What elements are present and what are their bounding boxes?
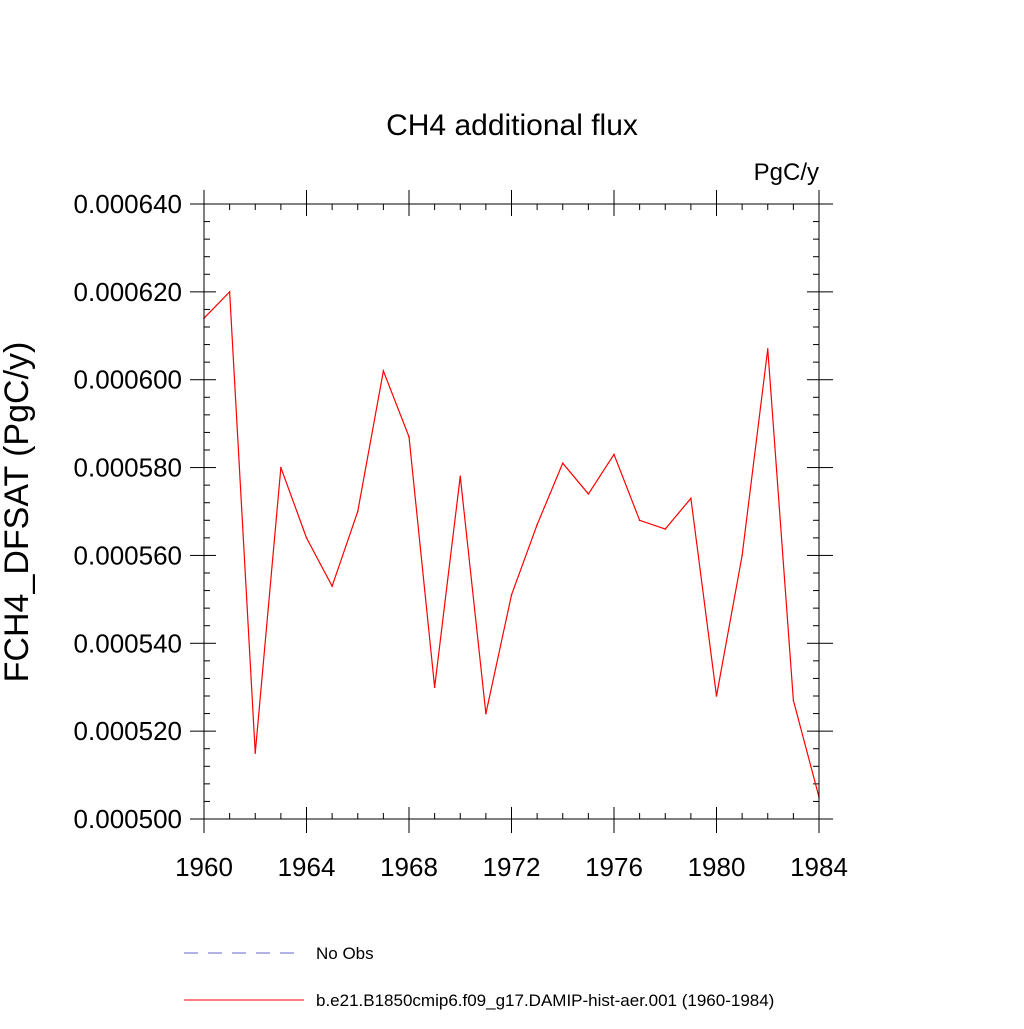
data-point bbox=[741, 554, 743, 557]
x-tick-label: 1976 bbox=[585, 852, 643, 882]
data-point bbox=[792, 699, 795, 702]
data-point bbox=[638, 519, 641, 522]
x-tick-label: 1984 bbox=[790, 852, 848, 882]
data-point bbox=[485, 712, 487, 715]
data-point bbox=[561, 462, 564, 464]
data-point bbox=[382, 370, 385, 372]
x-tick-label: 1964 bbox=[278, 852, 336, 882]
x-tick-label: 1960 bbox=[175, 852, 233, 882]
data-point bbox=[356, 510, 359, 513]
data-point bbox=[228, 291, 231, 293]
tick-labels: 1960 1964 1968 1972 1976 1980 1984 0.000500 0.00… bbox=[74, 189, 848, 882]
x-tick-label: 1980 bbox=[688, 852, 746, 882]
y-tick-label: 0.000640 bbox=[74, 189, 182, 219]
data-point bbox=[331, 585, 333, 587]
data-point bbox=[613, 453, 615, 456]
plot-frame bbox=[203, 203, 820, 820]
data-point bbox=[766, 348, 769, 350]
data-point bbox=[587, 493, 590, 495]
units-label: PgC/y bbox=[754, 159, 819, 186]
axis-ticks bbox=[190, 190, 833, 833]
y-tick-label: 0.000500 bbox=[74, 804, 182, 834]
series-line bbox=[203, 290, 820, 798]
y-tick-label: 0.000520 bbox=[74, 716, 182, 746]
y-axis-label: FCH4_DFSAT (PgC/y) bbox=[0, 342, 36, 683]
data-point bbox=[510, 594, 513, 596]
chart-title: CH4 additional flux bbox=[386, 109, 638, 142]
y-tick-label: 0.000600 bbox=[74, 365, 182, 395]
data-point bbox=[305, 537, 308, 539]
x-tick-label: 1972 bbox=[483, 852, 541, 882]
data-point bbox=[408, 436, 410, 438]
series-lines bbox=[203, 290, 820, 798]
data-point bbox=[280, 466, 282, 469]
legend-label: b.e21.B1850cmip6.f09_g17.DAMIP-hist-aer.… bbox=[316, 991, 774, 1010]
data-point bbox=[459, 475, 462, 478]
data-point bbox=[536, 523, 538, 526]
y-tick-label: 0.000580 bbox=[74, 453, 182, 483]
legend: No Obs b.e21.B1850cmip6.f09_g17.DAMIP-his… bbox=[184, 944, 774, 1010]
data-point bbox=[433, 686, 436, 689]
x-tick-label: 1968 bbox=[380, 852, 438, 882]
data-point bbox=[690, 497, 692, 500]
y-tick-label: 0.000560 bbox=[74, 540, 182, 570]
legend-label: No Obs bbox=[316, 944, 374, 963]
data-point bbox=[254, 752, 257, 754]
y-tick-label: 0.000620 bbox=[74, 277, 182, 307]
data-point bbox=[715, 695, 718, 697]
y-tick-label: 0.000540 bbox=[74, 628, 182, 658]
data-point bbox=[664, 528, 667, 530]
